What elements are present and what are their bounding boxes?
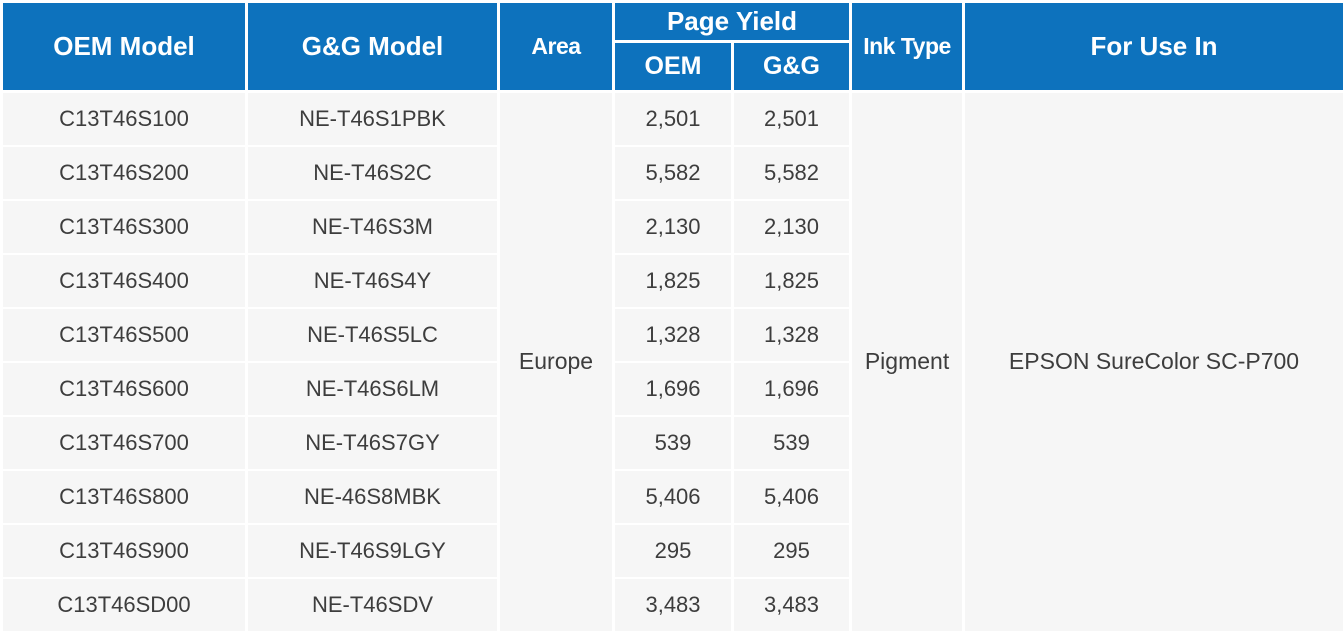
cell-oem-model: C13T46S600: [0, 360, 248, 417]
cell-oem-model: C13T46S700: [0, 414, 248, 471]
table-row: C13T46S200 NE-T46S2C 5,582 5,582: [0, 144, 1343, 201]
cell-oem-model: C13T46S400: [0, 252, 248, 309]
cell-oem-model: C13T46S100: [0, 90, 248, 147]
column-header-ink-type: Ink Type: [849, 0, 966, 93]
cell-gg-model: NE-T46SDV: [245, 576, 500, 633]
table-row: C13T46S700 NE-T46S7GY 539 539: [0, 414, 1343, 471]
cell-oem-model: C13T46SD00: [0, 576, 248, 633]
cell-area-merged: Europe: [497, 90, 615, 633]
table-row: C13T46S900 NE-T46S9LGY 295 295: [0, 522, 1343, 579]
header-row-sub: OEM G&G: [2, 40, 1343, 93]
cell-oem-yield: 2,501: [612, 90, 734, 147]
table-row: C13T46S500 NE-T46S5LC 1,328 1,328: [0, 306, 1343, 363]
cell-gg-yield: 2,501: [730, 90, 853, 147]
cell-gg-yield: 295: [730, 522, 853, 579]
table-row: C13T46S800 NE-46S8MBK 5,406 5,406: [0, 468, 1343, 525]
cell-gg-model: NE-T46S3M: [245, 198, 500, 255]
cell-gg-yield: 1,696: [730, 360, 853, 417]
cell-oem-model: C13T46S300: [0, 198, 248, 255]
cell-oem-model: C13T46S500: [0, 306, 248, 363]
table-row: C13T46S600 NE-T46S6LM 1,696 1,696: [0, 360, 1343, 417]
table-row: C13T46SD00 NE-T46SDV 3,483 3,483: [0, 576, 1343, 633]
cell-oem-yield: 295: [612, 522, 734, 579]
cell-gg-model: NE-T46S6LM: [245, 360, 500, 417]
cell-oem-yield: 539: [612, 414, 734, 471]
cell-oem-yield: 3,483: [612, 576, 734, 633]
cell-gg-yield: 3,483: [730, 576, 853, 633]
cell-gg-model: NE-T46S7GY: [245, 414, 500, 471]
cell-gg-yield: 539: [730, 414, 853, 471]
column-header-area: Area: [497, 0, 615, 93]
cell-oem-yield: 1,328: [612, 306, 734, 363]
cell-gg-model: NE-T46S5LC: [245, 306, 500, 363]
column-header-page-yield-oem: OEM: [612, 40, 734, 93]
table-row: C13T46S300 NE-T46S3M 2,130 2,130: [0, 198, 1343, 255]
column-header-for-use-in: For Use In: [962, 0, 1343, 93]
cell-gg-model: NE-T46S2C: [245, 144, 500, 201]
cell-ink-type-merged: Pigment: [849, 90, 966, 633]
table-row: C13T46S100 NE-T46S1PBK Europe 2,501 2,501 Pig…: [0, 90, 1343, 633]
cell-oem-model: C13T46S800: [0, 468, 248, 525]
column-header-page-yield: Page Yield: [611, 0, 853, 43]
cell-oem-yield: 1,825: [612, 252, 734, 309]
cell-gg-model: NE-T46S1PBK: [245, 90, 500, 147]
column-header-page-yield-gg: G&G: [730, 40, 853, 93]
cell-gg-yield: 1,328: [730, 306, 853, 363]
cell-gg-yield: 5,582: [730, 144, 853, 201]
cell-oem-model: C13T46S900: [0, 522, 248, 579]
cell-oem-yield: 5,582: [612, 144, 734, 201]
cell-oem-yield: 2,130: [612, 198, 734, 255]
cell-oem-model: C13T46S200: [0, 144, 248, 201]
cell-gg-model: NE-T46S4Y: [245, 252, 500, 309]
cell-oem-yield: 1,696: [612, 360, 734, 417]
header-row-group: OEM Model G&G Model Area Page Yield Ink …: [0, 0, 1343, 93]
cell-gg-model: NE-T46S9LGY: [245, 522, 500, 579]
table-header: OEM Model G&G Model Area Page Yield Ink …: [0, 0, 1343, 93]
table-body: C13T46S100 NE-T46S1PBK Europe 2,501 2,501 Pig…: [0, 90, 1343, 633]
cell-gg-yield: 1,825: [730, 252, 853, 309]
cell-oem-yield: 5,406: [612, 468, 734, 525]
column-header-gg-model: G&G Model: [245, 0, 500, 93]
table-row: C13T46S400 NE-T46S4Y 1,825 1,825: [0, 252, 1343, 309]
cell-gg-yield: 5,406: [730, 468, 853, 525]
cell-gg-model: NE-46S8MBK: [245, 468, 500, 525]
cell-for-use-in-merged: EPSON SureColor SC-P700: [962, 90, 1343, 633]
cell-gg-yield: 2,130: [730, 198, 853, 255]
column-header-oem-model: OEM Model: [0, 0, 248, 93]
